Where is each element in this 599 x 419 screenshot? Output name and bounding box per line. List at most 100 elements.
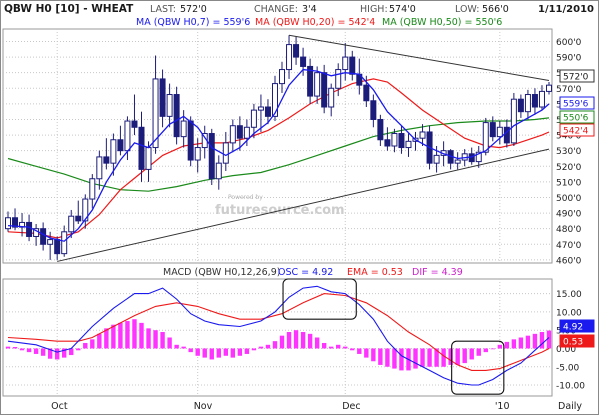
candle-up xyxy=(496,126,503,138)
candle-up xyxy=(229,125,236,144)
histogram-bar xyxy=(455,348,460,365)
macd-tick-label: 0.00 xyxy=(556,345,576,355)
histogram-bar xyxy=(76,348,81,351)
histogram-bar xyxy=(336,344,341,349)
price-tick-label: 470'0 xyxy=(556,241,582,251)
histogram-bar xyxy=(33,348,39,354)
histogram-bar xyxy=(146,328,151,349)
svg-text:542'4: 542'4 xyxy=(563,127,589,137)
candle-down xyxy=(531,94,538,108)
macd-tick-label: -10.00 xyxy=(556,382,585,392)
candle-down xyxy=(117,139,124,152)
candle-down xyxy=(138,126,145,170)
histogram-bar xyxy=(420,348,425,367)
trendlines xyxy=(57,34,550,262)
histogram-bar xyxy=(427,348,432,367)
candle-down xyxy=(103,156,110,164)
candle-down xyxy=(26,221,33,237)
candle-up xyxy=(152,78,159,149)
candle-up xyxy=(433,154,440,164)
last-label: LAST: xyxy=(150,4,176,15)
histogram-bar xyxy=(300,332,306,349)
histogram-bar xyxy=(413,348,418,369)
macd-line xyxy=(7,285,550,386)
ma50-path xyxy=(7,117,550,192)
svg-text:559'6: 559'6 xyxy=(563,100,589,110)
candle-up xyxy=(180,120,187,138)
histogram-bar xyxy=(497,344,503,349)
svg-text:550'6: 550'6 xyxy=(563,114,589,124)
candle-up xyxy=(243,126,250,139)
histogram-bar xyxy=(139,322,144,349)
macd-dif: DIF = 4.39 xyxy=(412,267,463,278)
box-macd-trough xyxy=(451,340,505,395)
histogram-bar xyxy=(518,337,524,349)
macd-ema: EMA = 0.53 xyxy=(347,267,403,278)
histogram-bar xyxy=(19,348,25,351)
candle-up xyxy=(5,217,11,230)
histogram-bar xyxy=(293,330,299,349)
ma50-line xyxy=(7,117,550,192)
legend-ma50: MA (QBW H0,50) = 550'6 xyxy=(382,17,502,28)
histogram-bar xyxy=(504,341,510,349)
low-value: 566'0 xyxy=(482,4,509,15)
candle-down xyxy=(75,215,82,222)
svg-text:572'0: 572'0 xyxy=(563,73,589,83)
histogram-bar xyxy=(104,328,109,349)
tag-last: 572'0 xyxy=(559,69,595,83)
candle-down xyxy=(208,133,215,180)
highlight-boxes xyxy=(282,278,505,395)
price-tick-label: 590'0 xyxy=(556,54,582,64)
candle-down xyxy=(377,118,384,141)
candle-up xyxy=(47,239,54,245)
histogram-bar xyxy=(539,332,545,349)
candle-up xyxy=(538,90,545,108)
candle-down xyxy=(12,217,19,228)
price-tick-label: 490'0 xyxy=(556,210,582,220)
histogram-bar xyxy=(357,348,362,354)
x-label: Dec xyxy=(342,401,360,412)
histogram-bar xyxy=(343,346,348,349)
candle-up xyxy=(314,72,321,97)
histogram-bar xyxy=(469,348,474,360)
histogram-bar xyxy=(314,337,320,349)
histogram-bar xyxy=(321,342,327,349)
histogram-bar xyxy=(546,330,552,349)
histogram-bar xyxy=(188,348,193,353)
histogram-bar xyxy=(476,348,481,356)
header-bar xyxy=(1,1,598,15)
candle-up xyxy=(510,98,517,144)
signal-path xyxy=(7,293,550,371)
candle-up xyxy=(342,56,349,71)
candle-down xyxy=(159,78,166,117)
candle-up xyxy=(335,69,342,89)
candle-down xyxy=(349,56,356,75)
legend-ma7: MA (QBW H0,7) = 559'6 xyxy=(136,17,250,28)
candle-up xyxy=(271,83,278,117)
symbol-title: QBW H0 [10] - WHEAT xyxy=(4,3,134,15)
histogram-bar xyxy=(153,330,158,349)
histogram-bar xyxy=(441,348,446,367)
candle-down xyxy=(517,98,524,113)
candle-down xyxy=(370,100,377,120)
macd-signal-line xyxy=(7,293,550,371)
candle-up xyxy=(328,87,335,108)
histogram-bar xyxy=(62,348,67,358)
candle-up xyxy=(82,198,89,222)
histogram-bar xyxy=(399,348,404,371)
histogram-bar xyxy=(434,348,439,367)
histogram-bar xyxy=(26,348,32,353)
candle-up xyxy=(286,44,293,71)
histogram-bar xyxy=(364,348,369,358)
candle-up xyxy=(166,94,173,117)
histogram-bar xyxy=(279,335,285,349)
trendline-upper xyxy=(288,34,550,81)
price-tick-label: 570'0 xyxy=(556,85,582,95)
ma7-path xyxy=(7,68,550,242)
histogram-bar xyxy=(125,321,130,349)
histogram-bar xyxy=(371,348,376,362)
candle-down xyxy=(173,94,180,138)
histogram-bar xyxy=(265,344,271,349)
candle-up xyxy=(250,109,257,128)
